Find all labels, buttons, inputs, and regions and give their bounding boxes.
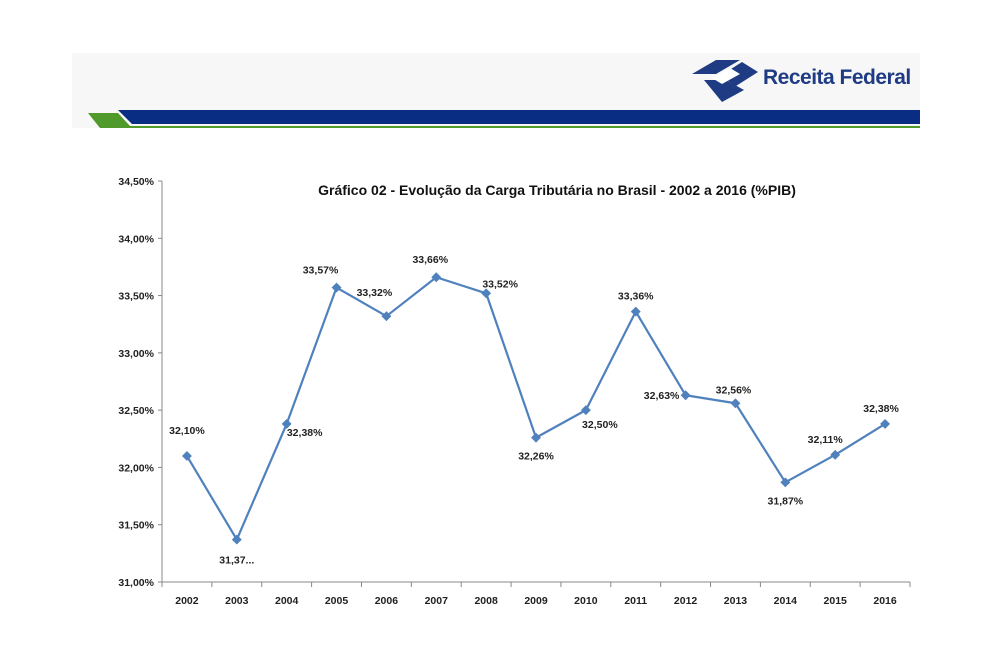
data-point-marker [381, 311, 392, 322]
data-point-marker [680, 390, 691, 401]
x-tick-label: 2010 [574, 595, 598, 607]
data-point-marker [730, 398, 741, 409]
y-tick-label: 34,00% [118, 233, 154, 245]
y-tick-label: 33,00% [118, 348, 154, 360]
chart-title: Gráfico 02 - Evolução da Carga Tributári… [318, 182, 796, 198]
data-point-marker [580, 405, 591, 416]
data-label: 32,11% [808, 434, 844, 446]
data-label: 31,37... [219, 555, 254, 567]
data-label: 31,87% [768, 495, 804, 507]
data-point-marker [181, 451, 192, 461]
data-label: 32,38% [287, 427, 323, 439]
x-tick-label: 2006 [375, 595, 399, 607]
x-tick-label: 2005 [325, 595, 349, 607]
data-label: 33,57% [303, 265, 339, 277]
data-point-marker [331, 282, 342, 293]
data-point-marker [780, 477, 791, 488]
y-tick-label: 32,50% [118, 405, 154, 417]
y-axis: 31,00% 31,50% 32,00% 32,50% 33,00% 33,50% 34,0… [118, 176, 163, 589]
data-point-marker [531, 432, 541, 443]
data-labels: 32,10% 31,37... 32,38% 33,57% 33,32% 33,66% 33… [169, 254, 899, 566]
data-label: 33,52% [482, 278, 518, 290]
x-axis: 2002 2003 2004 2005 2006 2007 2008 2009 2010 2011… [161, 581, 911, 607]
x-tick-label: 2009 [524, 595, 548, 607]
x-tick-label: 2013 [724, 595, 748, 607]
x-tick-label: 2004 [275, 595, 299, 607]
x-tick-label: 2012 [674, 595, 698, 607]
y-tick-label: 34,50% [118, 176, 154, 188]
data-label: 32,26% [518, 451, 554, 463]
x-tick-label: 2016 [873, 595, 897, 607]
x-tick-label: 2007 [425, 595, 449, 607]
y-tick-label: 33,50% [118, 291, 154, 303]
x-tick-label: 2008 [474, 595, 498, 607]
data-point-marker [880, 418, 891, 429]
data-label: 32,63% [644, 390, 680, 402]
data-point-marker [431, 272, 442, 283]
data-point-marker [630, 306, 641, 317]
data-label: 33,66% [412, 254, 448, 266]
x-tick-label: 2003 [225, 595, 249, 607]
data-label: 32,50% [582, 419, 618, 431]
blue-stripe [118, 110, 920, 124]
x-tick-label: 2002 [175, 595, 199, 607]
data-label: 32,56% [716, 384, 752, 396]
data-point-marker [281, 418, 292, 429]
data-label: 33,32% [357, 287, 393, 299]
data-label: 33,36% [618, 291, 654, 303]
x-tick-label: 2014 [774, 595, 798, 607]
receita-federal-logo-icon [692, 60, 758, 102]
y-tick-label: 32,00% [118, 462, 154, 474]
data-point-marker [830, 449, 841, 460]
data-point-marker [231, 534, 242, 545]
series-line [181, 272, 891, 545]
data-label: 32,10% [169, 425, 205, 437]
data-point-marker [481, 288, 492, 299]
y-tick-label: 31,00% [118, 577, 154, 589]
x-tick-label: 2011 [624, 595, 647, 607]
brand-name: Receita Federal [763, 66, 911, 89]
green-stripe [88, 113, 920, 128]
data-label: 32,38% [863, 403, 899, 415]
y-tick-label: 31,50% [118, 520, 154, 532]
x-tick-label: 2015 [824, 595, 848, 607]
